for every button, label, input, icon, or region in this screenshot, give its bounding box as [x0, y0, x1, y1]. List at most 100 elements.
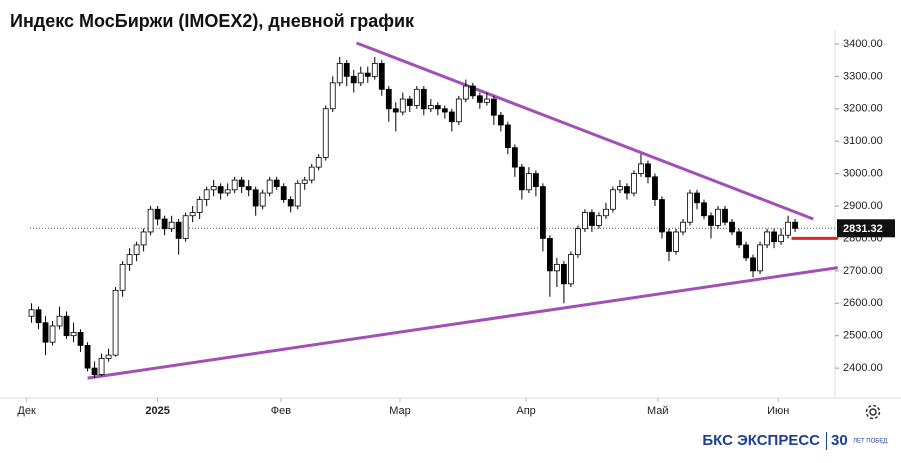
candle-body — [673, 231, 679, 252]
candle-body — [638, 163, 644, 175]
candle-body — [245, 186, 252, 191]
y-tick-label: 2400.00 — [843, 362, 883, 374]
candle-body — [532, 173, 539, 187]
candle-body — [469, 85, 476, 97]
candle-body — [189, 212, 196, 217]
candle-body — [35, 309, 42, 324]
x-tick-label: Апр — [516, 405, 535, 417]
candle-body — [764, 231, 770, 246]
candle-body — [154, 208, 161, 220]
chart-title: Индекс МосБиржи (IMOEX2), дневной график — [10, 11, 415, 31]
candle-body — [196, 199, 203, 213]
candle-body — [455, 98, 462, 123]
candle-body — [525, 173, 532, 191]
candle-body — [105, 354, 112, 359]
x-tick-label: Фев — [271, 405, 291, 417]
candle-body — [70, 332, 77, 337]
candle-body — [266, 179, 273, 194]
candle-body — [210, 186, 217, 191]
candle-body — [252, 189, 259, 207]
candle-body — [757, 244, 763, 272]
candle-body — [84, 345, 91, 369]
candle-body — [329, 82, 336, 110]
x-tick-label: Мар — [389, 405, 411, 417]
candle-body — [126, 254, 133, 265]
y-tick-label: 2600.00 — [843, 297, 883, 309]
candle-body — [568, 254, 574, 285]
separator — [826, 432, 827, 450]
candle-body — [631, 173, 637, 194]
trendline — [356, 41, 814, 221]
candle-body — [518, 166, 525, 191]
candle-body — [448, 111, 455, 123]
badge: 30 — [831, 432, 848, 449]
candle-body — [406, 98, 413, 106]
candle-body — [743, 244, 749, 259]
settings-icon[interactable] — [865, 404, 881, 420]
candle-body — [561, 263, 567, 285]
candle-body — [175, 221, 182, 239]
candle-body — [28, 309, 35, 317]
candle-body — [715, 208, 721, 226]
candle-body — [112, 289, 119, 356]
candle-body — [259, 192, 266, 207]
candle-body — [273, 179, 280, 187]
candle-body — [645, 163, 651, 178]
candle-body — [224, 189, 231, 194]
candle-body — [624, 186, 630, 194]
candle-body — [701, 202, 707, 217]
candle-body — [589, 212, 595, 226]
trendline — [87, 266, 839, 380]
candle-body — [322, 108, 329, 158]
candle-body — [287, 199, 294, 207]
y-tick-label: 3000.00 — [843, 168, 883, 180]
candle-body — [147, 208, 154, 233]
candle-body — [413, 88, 420, 106]
candle-body — [357, 72, 364, 84]
x-tick-label: Май — [647, 405, 669, 417]
candle-body — [42, 322, 49, 343]
candle-body — [462, 85, 469, 100]
candle-body — [771, 231, 777, 243]
candle-body — [610, 189, 616, 210]
candle-body — [694, 192, 700, 204]
candle-body — [315, 156, 322, 168]
candle-body — [231, 179, 238, 191]
candle-body — [722, 208, 728, 223]
candle-body — [140, 231, 147, 246]
candle-body — [539, 186, 546, 239]
brand: БКС ЭКСПРЕСС — [702, 432, 820, 449]
candle-body — [687, 192, 693, 223]
candle-body — [652, 176, 658, 200]
candle-body — [441, 108, 448, 113]
candle-body — [483, 98, 490, 103]
candle-body — [98, 357, 105, 375]
candle-body — [778, 234, 784, 243]
x-tick-label: 2025 — [145, 405, 169, 417]
candle-body — [133, 244, 140, 256]
candle-body — [511, 147, 518, 168]
candle-body — [708, 215, 714, 226]
candle-body — [182, 215, 189, 239]
candle-body — [280, 186, 287, 200]
candle-body — [301, 179, 308, 184]
candle-body — [336, 62, 343, 84]
candle-body — [575, 228, 581, 256]
candle-body — [350, 75, 357, 84]
candle-body — [203, 189, 210, 200]
candle-body — [238, 179, 245, 187]
last-price-box — [837, 219, 895, 238]
candle-body — [554, 263, 560, 272]
y-tick-label: 3400.00 — [843, 38, 883, 50]
candle-body — [49, 325, 56, 343]
candle-body — [603, 208, 609, 217]
candle-body — [792, 221, 798, 229]
candle-body — [736, 231, 742, 246]
candle-body — [596, 215, 602, 226]
candle-body — [427, 105, 434, 110]
x-tick-label: Июн — [767, 405, 789, 417]
candle-body — [666, 231, 672, 252]
candle-body — [546, 238, 553, 272]
